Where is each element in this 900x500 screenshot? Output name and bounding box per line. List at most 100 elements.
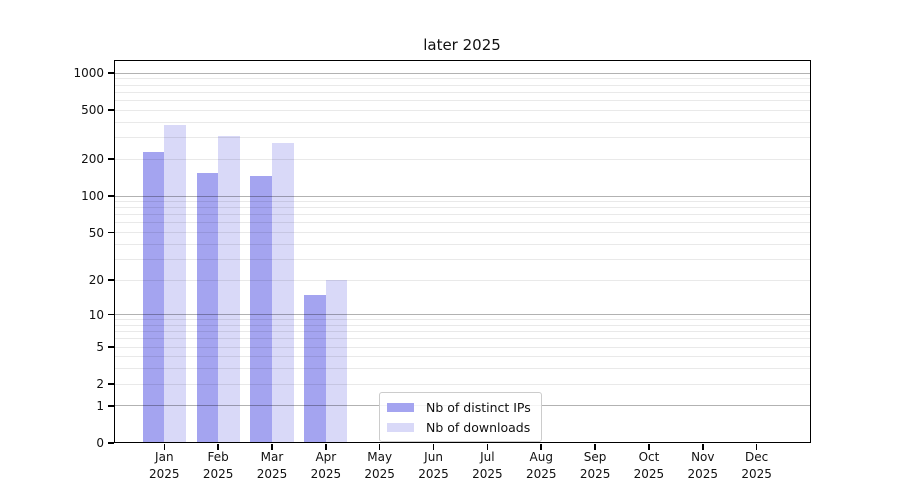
y-tick-mark bbox=[108, 158, 114, 160]
x-tick-month: Jan bbox=[155, 450, 174, 464]
gridline-minor bbox=[113, 356, 811, 358]
gridline-major bbox=[113, 314, 811, 316]
x-tick-month: Aug bbox=[529, 450, 553, 464]
x-tick-month: Feb bbox=[207, 450, 229, 464]
x-tick-year: 2025 bbox=[687, 467, 719, 481]
x-tick-mark bbox=[217, 444, 219, 450]
x-tick-year: 2025 bbox=[633, 467, 665, 481]
y-tick-label: 0 bbox=[96, 436, 104, 450]
gridline-minor bbox=[113, 319, 811, 321]
y-tick-mark bbox=[108, 442, 114, 444]
bar-downloads bbox=[164, 124, 186, 443]
x-tick-year: 2025 bbox=[364, 467, 395, 481]
legend-label-distinct-ips: Nb of distinct IPs bbox=[426, 399, 531, 415]
x-tick-mark bbox=[325, 444, 327, 450]
x-tick-year: 2025 bbox=[525, 467, 557, 481]
gridline-minor bbox=[113, 338, 811, 340]
x-tick-label: Jul 2025 bbox=[455, 449, 519, 483]
y-tick-label: 2 bbox=[96, 377, 104, 392]
bar-distinct-ips bbox=[304, 294, 326, 443]
y-tick-label: 500 bbox=[81, 103, 104, 118]
legend-swatch-distinct-ips bbox=[387, 402, 414, 412]
x-tick-month: May bbox=[367, 450, 393, 464]
x-tick-month: Jun bbox=[424, 450, 443, 464]
y-tick-label: 10 bbox=[88, 307, 104, 322]
x-tick-label: Apr 2025 bbox=[294, 449, 358, 483]
chart-title: later 2025 bbox=[423, 36, 501, 54]
gridline-minor bbox=[113, 331, 811, 333]
x-tick-year: 2025 bbox=[149, 467, 180, 481]
x-tick-mark bbox=[540, 444, 543, 450]
x-tick-month: Sep bbox=[583, 450, 607, 464]
x-tick-mark bbox=[755, 444, 758, 450]
gridline-minor bbox=[113, 368, 811, 370]
y-tick-label: 100 bbox=[81, 189, 104, 203]
y-tick-label: 1 bbox=[96, 398, 104, 413]
x-tick-month: Nov bbox=[691, 450, 715, 464]
x-tick-month: Jul bbox=[480, 450, 495, 464]
x-tick-label: Sep 2025 bbox=[563, 449, 627, 483]
x-tick-year: 2025 bbox=[579, 467, 611, 481]
gridline-major bbox=[113, 195, 811, 197]
gridline-minor bbox=[113, 243, 811, 245]
y-tick-mark bbox=[108, 383, 114, 385]
x-tick-label: Nov 2025 bbox=[671, 449, 735, 483]
x-tick-year: 2025 bbox=[472, 467, 503, 481]
y-tick-label: 50 bbox=[88, 225, 104, 240]
gridline-minor bbox=[113, 78, 811, 80]
legend-entry-distinct-ips: Nb of distinct IPs bbox=[387, 397, 531, 417]
x-tick-mark bbox=[432, 444, 435, 450]
gridline-minor bbox=[113, 232, 811, 234]
y-tick-label: 200 bbox=[81, 152, 104, 167]
gridline-minor bbox=[113, 207, 811, 209]
bar-downloads bbox=[325, 280, 348, 443]
x-tick-month: Oct bbox=[638, 450, 660, 464]
x-tick-year: 2025 bbox=[741, 467, 772, 481]
x-tick-month: Mar bbox=[260, 450, 284, 464]
y-tick-mark bbox=[108, 313, 114, 316]
bar-distinct-ips bbox=[250, 175, 272, 443]
y-tick-mark bbox=[108, 195, 114, 197]
gridline-minor bbox=[113, 109, 811, 111]
x-tick-label: Jan 2025 bbox=[132, 449, 196, 483]
bar-downloads bbox=[218, 135, 240, 443]
x-tick-mark bbox=[702, 444, 704, 450]
gridline-minor bbox=[113, 346, 811, 348]
y-tick-label: 1000 bbox=[73, 66, 104, 81]
bar-distinct-ips bbox=[142, 151, 165, 443]
gridline-major bbox=[113, 72, 811, 74]
y-tick-mark bbox=[108, 346, 114, 348]
legend: Nb of distinct IPs Nb of downloads bbox=[379, 392, 542, 442]
x-tick-month: Apr bbox=[315, 450, 337, 464]
y-tick-label: 5 bbox=[96, 340, 104, 355]
x-tick-year: 2025 bbox=[256, 467, 288, 481]
x-tick-label: Jun 2025 bbox=[402, 449, 466, 483]
y-tick-mark bbox=[108, 72, 114, 75]
x-tick-year: 2025 bbox=[418, 467, 449, 481]
gridline-minor bbox=[113, 279, 811, 281]
x-tick-label: May 2025 bbox=[348, 449, 412, 483]
x-tick-mark bbox=[486, 444, 489, 450]
gridline-minor bbox=[113, 84, 811, 86]
gridline-minor bbox=[113, 214, 811, 216]
x-tick-label: Dec 2025 bbox=[725, 449, 789, 483]
legend-swatch-downloads bbox=[387, 422, 414, 432]
x-tick-mark bbox=[378, 444, 381, 450]
y-tick-mark bbox=[108, 279, 114, 281]
gridline-minor bbox=[113, 91, 811, 93]
gridline-minor bbox=[113, 201, 811, 203]
gridline-minor bbox=[113, 383, 811, 385]
y-tick-mark bbox=[108, 405, 114, 407]
x-tick-mark bbox=[594, 444, 596, 450]
gridline-minor bbox=[113, 258, 811, 260]
y-tick-label: 20 bbox=[88, 273, 104, 288]
legend-label-downloads: Nb of downloads bbox=[426, 419, 531, 435]
x-tick-mark bbox=[648, 444, 650, 450]
gridline-minor bbox=[113, 121, 811, 123]
x-tick-label: Oct 2025 bbox=[617, 449, 681, 483]
x-tick-label: Aug 2025 bbox=[509, 449, 573, 483]
x-tick-year: 2025 bbox=[202, 467, 234, 481]
bar-downloads bbox=[272, 143, 294, 443]
